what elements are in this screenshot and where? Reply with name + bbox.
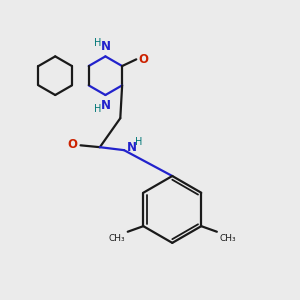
Text: N: N — [100, 40, 110, 53]
Text: H: H — [94, 38, 101, 48]
Text: CH₃: CH₃ — [108, 234, 125, 243]
Text: N: N — [100, 99, 110, 112]
Text: N: N — [127, 141, 137, 154]
Text: H: H — [135, 137, 142, 147]
Text: O: O — [68, 138, 78, 151]
Text: CH₃: CH₃ — [220, 234, 236, 243]
Text: H: H — [94, 104, 101, 114]
Text: O: O — [139, 53, 149, 66]
